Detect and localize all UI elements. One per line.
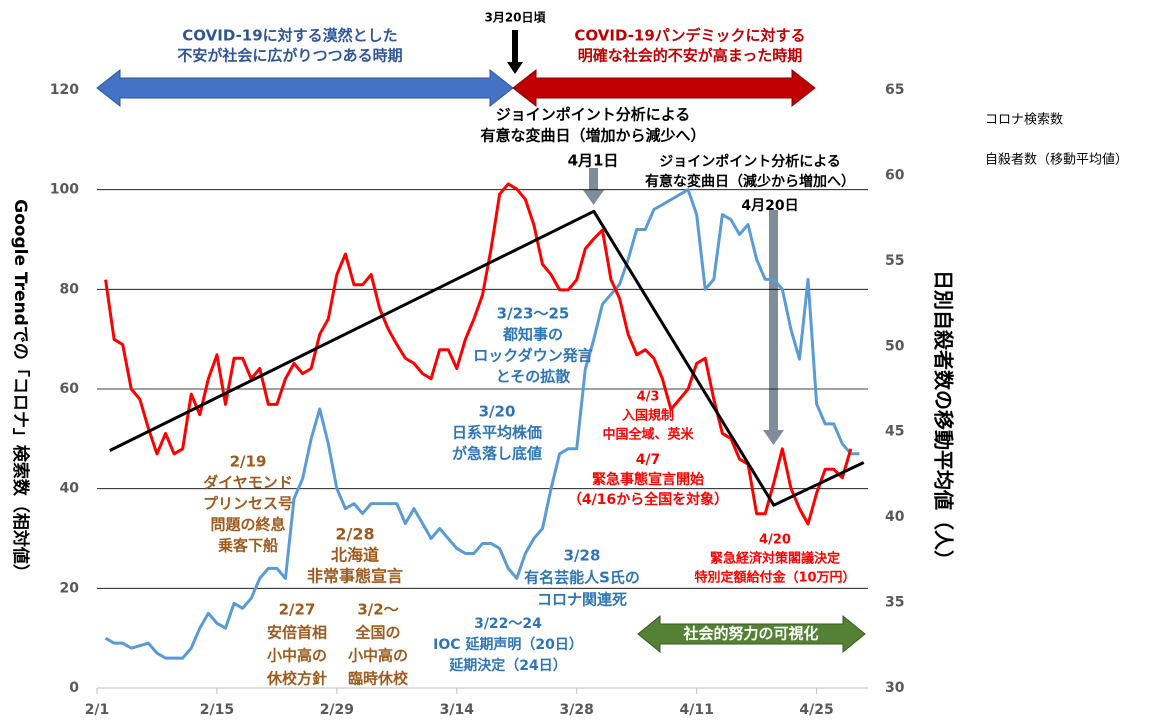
series-line: [104, 182, 853, 526]
annotation: 問題の終息: [210, 516, 285, 534]
annotation: 安倍首相: [267, 624, 327, 642]
annotation: 3/23〜25: [497, 305, 570, 323]
annotation: ダイヤモンド: [203, 474, 293, 492]
annotation: （4/16から全国を対象）: [568, 491, 728, 508]
joinpoint-line: [109, 209, 865, 507]
marker-arrow-grey-2: [763, 210, 784, 445]
annotation: 入国規制: [622, 408, 674, 424]
annotation: COVID-19に対する漠然とした: [182, 27, 397, 45]
annotation: ジョインポイント分析による: [496, 106, 691, 124]
y2-tick-label: 60: [885, 167, 905, 183]
plot-area: 0 20 40 60 80 100 120 30 35 40 45 50 55 60 65 2/1 2/15 2/…: [50, 82, 905, 718]
y-tick-label: 120: [50, 82, 79, 98]
annotation: 4/20: [759, 533, 791, 548]
annotation: 2/19: [230, 453, 267, 471]
annotation: 4/7: [636, 452, 661, 468]
annotation: 有名芸能人S氏の: [524, 569, 640, 587]
y-tick-label: 80: [60, 281, 80, 297]
annotation: IOC 延期声明（20日）: [433, 636, 583, 653]
annotation: 3/28: [564, 547, 601, 565]
annotation: が急落し底値: [452, 445, 542, 463]
x-tick-label: 2/1: [85, 702, 110, 718]
period-arrow-red: [512, 68, 816, 108]
annotation: 4月1日: [568, 152, 619, 170]
annotation: 全国の: [354, 624, 400, 642]
annotation: 臨時休校: [348, 670, 409, 688]
annotation: 4月20日: [741, 198, 798, 214]
y-tick-label: 20: [60, 580, 80, 596]
x-tick-label: 4/11: [679, 702, 713, 718]
annotation: 2/27: [279, 601, 316, 619]
annotation: コロナ関連死: [537, 591, 627, 609]
annotation: 有意な変曲日（増加から減少へ）: [480, 127, 705, 145]
annotation: 北海道: [331, 546, 379, 565]
annotation: 不安が社会に広がりつつある時期: [177, 47, 402, 65]
y-tick-label: 40: [60, 481, 80, 497]
annotation: 3/20: [479, 403, 516, 421]
annotation: 3/2〜: [357, 601, 398, 619]
x-tick-label: 4/25: [799, 702, 833, 718]
y2-axis-label: 日別自殺者数の移動平均値（人）: [932, 270, 956, 570]
x-tick-label: 2/15: [200, 702, 234, 718]
annotation: 明確な社会的不安が高まった時期: [578, 47, 802, 65]
y2-tick-label: 65: [885, 82, 904, 98]
annotation: 延期決定（24日）: [448, 657, 566, 674]
marker-arrow-grey-1: [583, 168, 604, 205]
x-tick-label: 2/29: [320, 702, 354, 718]
annotation: 有意な変曲日（減少から増加へ）: [645, 173, 855, 190]
y-axis-label: Google Trendでの「コロナ」検索数（相対値）: [10, 199, 31, 581]
y2-tick-label: 55: [885, 253, 904, 269]
y2-tick-label: 30: [885, 680, 905, 696]
marker-arrow-black: [507, 30, 523, 74]
series-line: [104, 188, 860, 660]
annotation: 3/22〜24: [474, 616, 542, 632]
y-tick-label: 100: [50, 182, 79, 198]
y2-tick-label: 45: [885, 424, 904, 440]
legend-label: 自殺者数（移動平均値）: [985, 152, 1128, 168]
legend-label: コロナ検索数: [985, 113, 1063, 128]
annotation: 3月20日頃: [484, 11, 546, 25]
x-tick-label: 3/14: [440, 702, 475, 718]
annotation: プリンセス号: [203, 495, 293, 513]
annotation: 日系平均株価: [452, 424, 542, 442]
y-tick-label: 0: [69, 680, 79, 696]
annotation: 小中高の: [348, 647, 408, 665]
annotation: とその拡散: [496, 368, 572, 386]
annotation: ロックダウン発言: [473, 347, 592, 365]
annotation: 緊急経済対策閣議決定: [710, 551, 840, 567]
annotation: 4/3: [637, 390, 660, 405]
annotation: 緊急事態宣言開始: [592, 471, 704, 488]
y2-tick-label: 50: [885, 338, 905, 354]
x-tick-label: 3/28: [560, 702, 594, 718]
annotation: ジョインポイント分析による: [659, 153, 841, 170]
period-arrow-blue: [96, 68, 514, 108]
effort-arrow-green: [637, 614, 866, 654]
annotation: 中国全域、英米: [602, 427, 694, 443]
annotation: 2/28: [335, 525, 374, 544]
annotation: COVID-19パンデミックに対する: [574, 27, 805, 45]
y2-tick-label: 35: [885, 595, 904, 611]
annotation: 非常事態宣言: [307, 567, 403, 586]
y2-tick-label: 40: [885, 509, 905, 525]
annotation: 乗客下船: [218, 537, 278, 555]
annotation: 社会的努力の可視化: [682, 625, 818, 643]
annotation: 小中高の: [267, 647, 327, 665]
annotation: 休校方針: [266, 670, 327, 688]
y-tick-label: 60: [60, 381, 80, 397]
annotation: 都知事の: [502, 326, 563, 344]
annotation: 特別定額給付金（10万円）: [694, 570, 855, 586]
